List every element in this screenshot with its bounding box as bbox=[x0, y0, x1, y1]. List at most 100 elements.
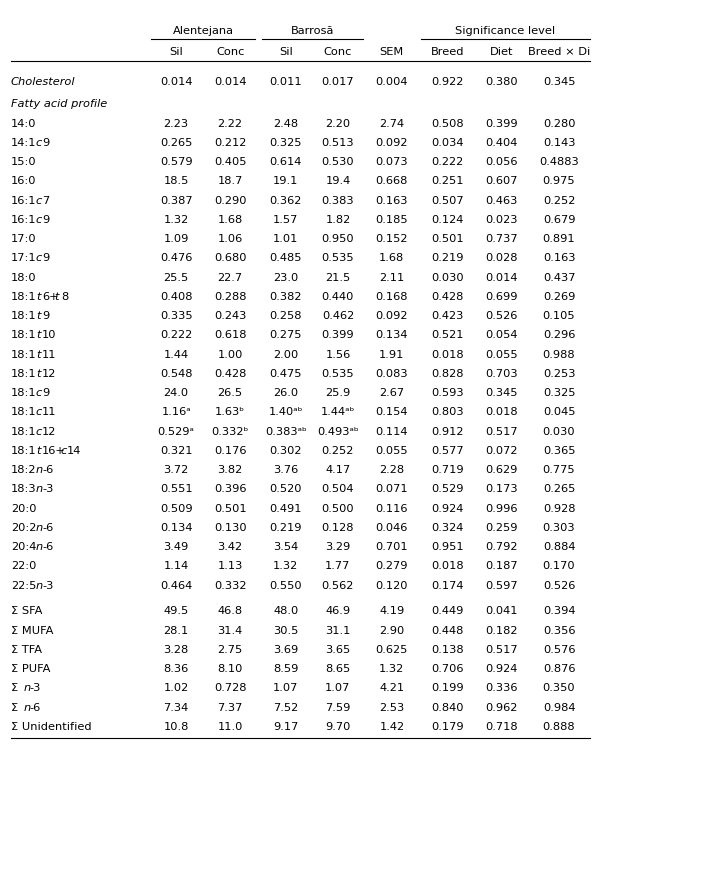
Text: 18:1: 18:1 bbox=[11, 330, 37, 340]
Text: 0.011: 0.011 bbox=[270, 77, 302, 88]
Text: 0.092: 0.092 bbox=[375, 311, 408, 321]
Text: Conc: Conc bbox=[324, 46, 352, 56]
Text: 0.548: 0.548 bbox=[160, 368, 193, 378]
Text: 0.258: 0.258 bbox=[270, 311, 302, 321]
Text: Σ Unidentified: Σ Unidentified bbox=[11, 721, 91, 731]
Text: 14:1: 14:1 bbox=[11, 138, 36, 148]
Text: 18:3: 18:3 bbox=[11, 484, 37, 493]
Text: 0.265: 0.265 bbox=[160, 138, 193, 148]
Text: 3.49: 3.49 bbox=[163, 542, 189, 552]
Text: 0.185: 0.185 bbox=[375, 215, 408, 224]
Text: 0.399: 0.399 bbox=[321, 330, 354, 340]
Text: n: n bbox=[36, 580, 43, 590]
Text: 0.607: 0.607 bbox=[485, 176, 518, 186]
Text: 8: 8 bbox=[61, 291, 68, 301]
Text: 14:0: 14:0 bbox=[11, 119, 36, 129]
Text: 18.7: 18.7 bbox=[217, 176, 243, 186]
Text: 0.014: 0.014 bbox=[214, 77, 247, 88]
Text: 25.9: 25.9 bbox=[325, 388, 351, 398]
Text: 0.380: 0.380 bbox=[485, 77, 518, 88]
Text: 1.14: 1.14 bbox=[163, 561, 189, 570]
Text: 0.073: 0.073 bbox=[375, 157, 408, 167]
Text: 0.803: 0.803 bbox=[431, 407, 464, 417]
Text: 0.163: 0.163 bbox=[543, 253, 575, 263]
Text: 0.251: 0.251 bbox=[431, 176, 464, 186]
Text: 0.018: 0.018 bbox=[431, 561, 464, 570]
Text: 0.517: 0.517 bbox=[485, 645, 518, 654]
Text: 0.134: 0.134 bbox=[160, 522, 193, 532]
Text: Fatty acid profile: Fatty acid profile bbox=[11, 99, 107, 109]
Text: 8.10: 8.10 bbox=[217, 663, 243, 673]
Text: 16:1: 16:1 bbox=[11, 215, 36, 224]
Text: 11.0: 11.0 bbox=[217, 721, 243, 731]
Text: 0.332: 0.332 bbox=[214, 580, 247, 590]
Text: 0.253: 0.253 bbox=[543, 368, 575, 378]
Text: t: t bbox=[36, 350, 40, 359]
Text: 1.02: 1.02 bbox=[163, 683, 189, 693]
Text: 0.219: 0.219 bbox=[270, 522, 302, 532]
Text: t: t bbox=[36, 445, 40, 455]
Text: t: t bbox=[36, 311, 40, 321]
Text: 0.521: 0.521 bbox=[431, 330, 464, 340]
Text: 3.28: 3.28 bbox=[163, 645, 189, 654]
Text: 0.014: 0.014 bbox=[160, 77, 193, 88]
Text: 0.922: 0.922 bbox=[431, 77, 464, 88]
Text: 1.00: 1.00 bbox=[217, 350, 243, 359]
Text: 0.719: 0.719 bbox=[431, 465, 464, 475]
Text: 0.579: 0.579 bbox=[160, 157, 193, 167]
Text: 20:0: 20:0 bbox=[11, 503, 36, 513]
Text: 0.302: 0.302 bbox=[270, 445, 302, 455]
Text: 2.74: 2.74 bbox=[380, 119, 404, 129]
Text: 9: 9 bbox=[42, 138, 50, 148]
Text: 0.501: 0.501 bbox=[214, 503, 247, 513]
Text: Sil: Sil bbox=[279, 46, 293, 56]
Text: 24.0: 24.0 bbox=[164, 388, 188, 398]
Text: 15:0: 15:0 bbox=[11, 157, 37, 167]
Text: 48.0: 48.0 bbox=[273, 606, 298, 616]
Text: 0.345: 0.345 bbox=[543, 77, 575, 88]
Text: -3: -3 bbox=[42, 580, 53, 590]
Text: 3.65: 3.65 bbox=[325, 645, 351, 654]
Text: 23.0: 23.0 bbox=[273, 273, 298, 283]
Text: Σ PUFA: Σ PUFA bbox=[11, 663, 50, 673]
Text: 3.54: 3.54 bbox=[273, 542, 298, 552]
Text: 0.405: 0.405 bbox=[214, 157, 247, 167]
Text: 16:0: 16:0 bbox=[11, 176, 36, 186]
Text: 0.962: 0.962 bbox=[485, 702, 518, 712]
Text: 0.045: 0.045 bbox=[543, 407, 575, 417]
Text: 0.701: 0.701 bbox=[375, 542, 408, 552]
Text: 1.06: 1.06 bbox=[217, 234, 243, 244]
Text: 0.984: 0.984 bbox=[543, 702, 575, 712]
Text: 0.520: 0.520 bbox=[270, 484, 302, 493]
Text: 22:0: 22:0 bbox=[11, 561, 36, 570]
Text: 1.57: 1.57 bbox=[273, 215, 298, 224]
Text: n: n bbox=[23, 702, 31, 712]
Text: 2.00: 2.00 bbox=[273, 350, 298, 359]
Text: 2.22: 2.22 bbox=[218, 119, 242, 129]
Text: 0.493ᵃᵇ: 0.493ᵃᵇ bbox=[317, 426, 359, 436]
Text: c: c bbox=[36, 388, 42, 398]
Text: SEM: SEM bbox=[380, 46, 404, 56]
Text: 0.509: 0.509 bbox=[160, 503, 193, 513]
Text: 1.44ᵃᵇ: 1.44ᵃᵇ bbox=[321, 407, 355, 417]
Text: 0.120: 0.120 bbox=[375, 580, 408, 590]
Text: 7.52: 7.52 bbox=[273, 702, 298, 712]
Text: 0.336: 0.336 bbox=[485, 683, 518, 693]
Text: 0.365: 0.365 bbox=[543, 445, 575, 455]
Text: c: c bbox=[36, 407, 42, 417]
Text: 0.325: 0.325 bbox=[543, 388, 575, 398]
Text: c: c bbox=[36, 138, 42, 148]
Text: 22:5: 22:5 bbox=[11, 580, 36, 590]
Text: 19.4: 19.4 bbox=[325, 176, 351, 186]
Text: 2.48: 2.48 bbox=[273, 119, 298, 129]
Text: 0.476: 0.476 bbox=[160, 253, 193, 263]
Text: 0.404: 0.404 bbox=[485, 138, 518, 148]
Text: 2.90: 2.90 bbox=[379, 625, 405, 635]
Text: 0.018: 0.018 bbox=[431, 350, 464, 359]
Text: 0.526: 0.526 bbox=[485, 311, 518, 321]
Text: 0.152: 0.152 bbox=[375, 234, 408, 244]
Text: 11: 11 bbox=[42, 407, 57, 417]
Text: 0.517: 0.517 bbox=[485, 426, 518, 436]
Text: 18:1: 18:1 bbox=[11, 311, 37, 321]
Text: Barrosã: Barrosã bbox=[291, 26, 334, 37]
